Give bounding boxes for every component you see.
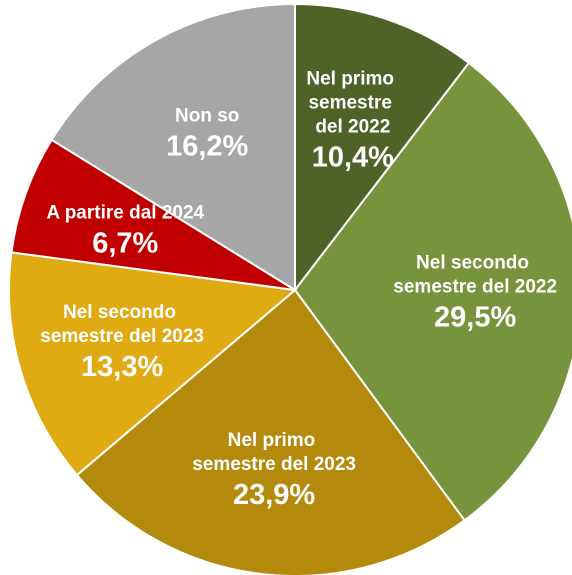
slice-value: 23,9% — [233, 479, 315, 511]
pie-slice — [10, 138, 296, 291]
pie-slice — [75, 288, 466, 575]
slice-label: Nel primo semestre del 2022 — [306, 68, 399, 137]
slice-label: Nel primo semestre del 2023 — [192, 430, 356, 475]
slice-value: 6,7% — [92, 227, 158, 259]
pie-slice — [293, 61, 572, 522]
slice-value: 13,3% — [81, 351, 163, 383]
pie-slice — [50, 2, 296, 292]
slice-label: A partire dal 2024 — [46, 202, 204, 223]
pie-slice — [8, 251, 298, 477]
slice-label: Non so — [175, 106, 239, 127]
slice-label: Nel secondo semestre del 2023 — [40, 302, 204, 347]
slice-value: 16,2% — [166, 131, 248, 163]
slice-value: 29,5% — [434, 302, 516, 334]
slice-label: Nel secondo semestre del 2022 — [393, 253, 557, 298]
slice-value: 10,4% — [312, 141, 394, 173]
pie-slice — [294, 2, 471, 293]
